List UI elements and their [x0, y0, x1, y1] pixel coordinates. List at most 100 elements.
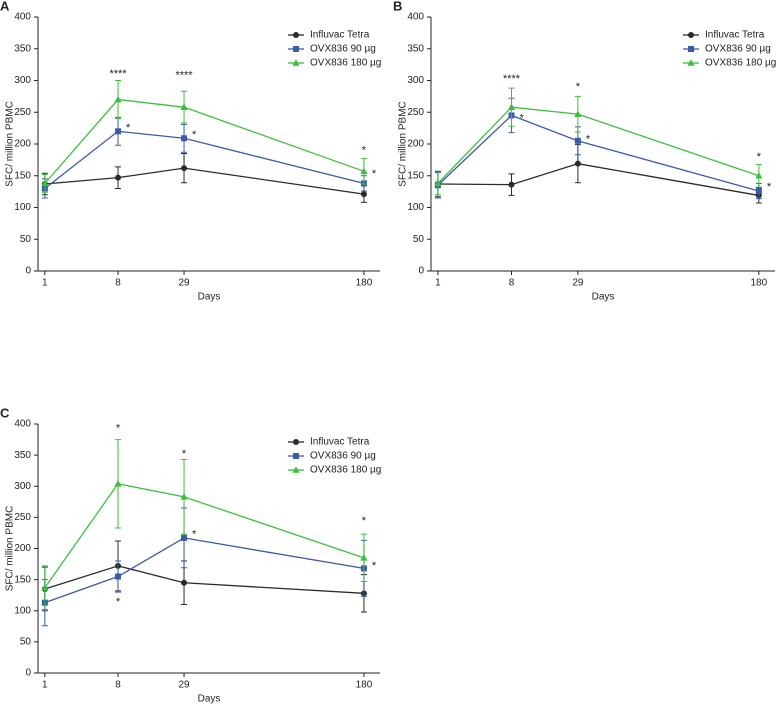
marker [180, 103, 188, 110]
y-tick-label: 150 [407, 170, 424, 181]
marker [507, 103, 516, 110]
x-tick-label: 180 [356, 680, 373, 691]
marker [292, 466, 300, 473]
marker [293, 439, 299, 445]
y-tick-label: 250 [14, 107, 31, 118]
x-tick-label: 1 [42, 278, 48, 289]
annotation: * [182, 448, 187, 460]
y-tick-label: 50 [20, 234, 32, 245]
annotation: * [116, 422, 121, 434]
marker [114, 95, 122, 103]
marker [360, 167, 368, 175]
legend-label: OVX836 90 µg [705, 44, 771, 55]
y-tick-label: 400 [14, 419, 31, 430]
series-line [437, 163, 759, 197]
y-tick-label: 100 [14, 202, 31, 213]
x-tick-label: 29 [178, 278, 190, 289]
x-tick-label: 1 [435, 278, 441, 289]
x-tick-label: 180 [356, 278, 373, 289]
legend-label: OVX836 180 µg [310, 58, 381, 69]
legend-label: OVX836 90 µg [310, 44, 376, 55]
marker [434, 179, 442, 187]
marker [181, 135, 188, 142]
annotation: * [116, 596, 121, 608]
y-tick-label: 400 [14, 12, 31, 23]
y-tick-label: 350 [14, 450, 31, 461]
annotation: * [192, 529, 197, 541]
marker [41, 179, 49, 187]
panel-label: B [393, 0, 402, 13]
y-tick-label: 300 [14, 481, 31, 492]
x-axis-label: Days [198, 292, 221, 303]
marker [574, 110, 582, 117]
x-tick-label: 180 [750, 278, 767, 289]
marker [293, 32, 299, 38]
y-tick-label: 200 [14, 543, 31, 554]
marker [181, 534, 188, 541]
panel-label: C [0, 405, 10, 420]
marker [687, 59, 695, 66]
legend-label: OVX836 180 µg [705, 58, 776, 69]
marker [114, 479, 122, 487]
annotation: * [372, 560, 377, 572]
y-tick-label: 400 [407, 12, 424, 23]
x-tick-label: 1 [42, 680, 48, 691]
y-tick-label: 100 [407, 202, 424, 213]
series-line [44, 565, 364, 594]
series-line [437, 114, 760, 192]
y-tick-label: 300 [407, 75, 424, 86]
y-tick-label: 300 [14, 75, 31, 86]
y-tick-label: 200 [407, 139, 424, 150]
marker [755, 187, 762, 194]
annotation: * [362, 144, 367, 156]
x-tick-label: 29 [572, 278, 584, 289]
y-axis-label: SFC/ million PBMC [398, 101, 409, 187]
marker [115, 174, 122, 181]
marker [292, 59, 300, 66]
annotation: * [372, 168, 377, 180]
x-tick-label: 8 [115, 278, 121, 289]
series-line [44, 537, 365, 604]
legend-label: OVX836 180 µg [310, 465, 381, 476]
x-tick-label: 8 [115, 680, 121, 691]
marker [574, 137, 581, 144]
panel-label: A [0, 0, 10, 13]
y-tick-label: 0 [418, 266, 424, 277]
legend-label: Influvac Tetra [310, 30, 370, 41]
series-line [44, 483, 365, 589]
y-tick-label: 350 [14, 43, 31, 54]
x-tick-label: 8 [509, 278, 515, 289]
marker [115, 573, 122, 580]
marker [360, 191, 367, 198]
annotation: **** [503, 73, 521, 85]
annotation: * [576, 81, 581, 93]
y-tick-label: 150 [14, 170, 31, 181]
y-tick-label: 350 [407, 43, 424, 54]
marker [115, 128, 122, 135]
y-tick-label: 50 [20, 637, 32, 648]
marker [755, 171, 763, 179]
marker [688, 32, 694, 38]
y-tick-label: 0 [25, 266, 31, 277]
series-line [44, 98, 365, 184]
y-tick-label: 50 [413, 234, 425, 245]
x-axis-label: Days [592, 292, 615, 303]
annotation: * [767, 181, 772, 193]
annotation: **** [109, 68, 127, 80]
y-tick-label: 0 [25, 668, 31, 679]
marker [360, 554, 368, 561]
marker [293, 46, 299, 52]
annotation: * [586, 133, 591, 145]
annotation: * [519, 113, 524, 125]
x-axis-label: Days [198, 694, 221, 705]
marker [508, 181, 515, 188]
annotation: * [757, 151, 762, 163]
series-line [44, 167, 365, 195]
marker [181, 579, 188, 586]
legend-label: OVX836 90 µg [310, 451, 376, 462]
x-tick-label: 29 [178, 680, 190, 691]
legend-label: Influvac Tetra [705, 30, 765, 41]
y-tick-label: 250 [14, 512, 31, 523]
marker [293, 453, 299, 459]
